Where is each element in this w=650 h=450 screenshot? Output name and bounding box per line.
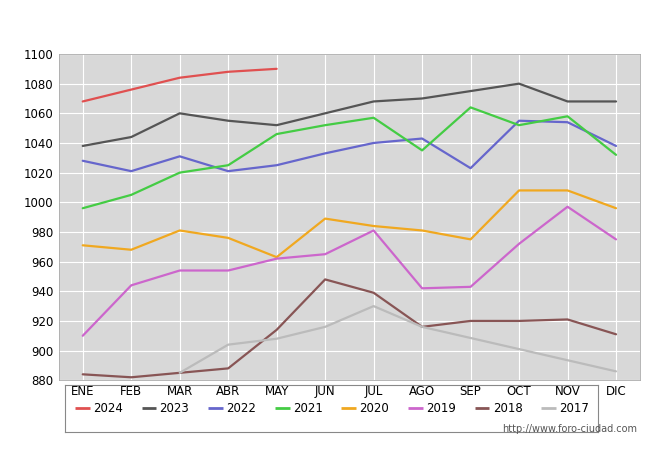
Text: http://www.foro-ciudad.com: http://www.foro-ciudad.com [502,424,637,434]
Text: Afiliados en Santa Coloma de Queralt a 31/5/2024: Afiliados en Santa Coloma de Queralt a 3… [81,17,569,35]
Text: 2023: 2023 [160,402,189,415]
Text: 2021: 2021 [293,402,323,415]
Text: 2018: 2018 [493,402,523,415]
Text: 2020: 2020 [359,402,389,415]
Text: 2019: 2019 [426,402,456,415]
Text: 2024: 2024 [93,402,123,415]
Text: 2017: 2017 [560,402,590,415]
Text: 2022: 2022 [226,402,256,415]
